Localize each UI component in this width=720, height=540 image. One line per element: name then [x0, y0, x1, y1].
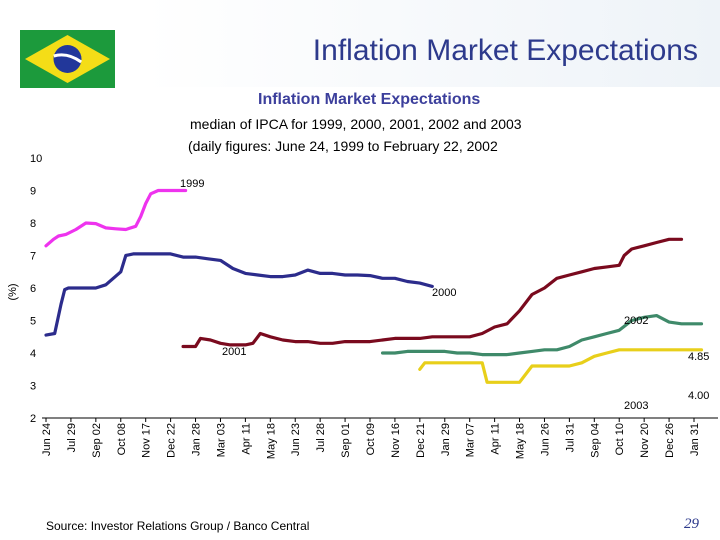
series-label-2002: 2002 — [624, 315, 648, 327]
slide-header: Inflation Market Expectations — [0, 0, 720, 88]
x-tick-label: Oct 09 — [365, 423, 377, 455]
chart-title: Inflation Market Expectations — [258, 91, 481, 108]
series-line-2002 — [380, 314, 704, 357]
series-label-1999: 1999 — [180, 178, 204, 190]
x-tick-label: Jun 23 — [290, 423, 302, 456]
end-value-2003: 4.00 — [688, 390, 709, 402]
brazil-flag-icon — [20, 30, 115, 88]
x-tick-label: Nov 17 — [141, 423, 153, 458]
x-tick-label: Oct 10 — [614, 423, 626, 455]
x-tick-label: Jun 24 — [41, 423, 53, 456]
x-tick-label: Jan 28 — [191, 423, 203, 456]
y-tick-label: 5 — [30, 316, 36, 328]
chart-subtitle-line-2: (daily figures: June 24, 1999 to Februar… — [188, 138, 498, 154]
x-tick-label: Jul 31 — [564, 423, 576, 452]
x-tick-label: Mar 03 — [215, 423, 227, 457]
end-value-2002: 4.85 — [688, 351, 709, 363]
series-line-2000 — [44, 252, 434, 337]
axes-layer: 2 3 4 5 6 7 8 9 10 (%) Jun 24 Jul 29 Sep 02 Oct 08 Nov… — [7, 153, 718, 459]
series-label-2003: 2003 — [624, 400, 648, 412]
x-tick-label: Jan 31 — [689, 423, 701, 456]
x-tick-label: Dec 22 — [166, 423, 178, 458]
series-label-2001: 2001 — [222, 346, 246, 358]
slide-title: Inflation Market Expectations — [312, 34, 698, 67]
x-tick-label: Nov 20 — [639, 423, 651, 458]
series-line-1999 — [44, 188, 188, 248]
series-layer — [44, 188, 704, 384]
source-note: Source: Investor Relations Group / Banco… — [46, 519, 310, 533]
series-line-2003 — [418, 348, 704, 384]
y-tick-label: 8 — [30, 218, 36, 230]
y-tick-label: 4 — [30, 348, 36, 360]
x-tick-label: Dec 21 — [415, 423, 427, 458]
x-tick-label: Sep 02 — [91, 423, 103, 458]
x-tick-label: Apr 11 — [240, 423, 252, 455]
series-line-2001 — [181, 237, 684, 349]
y-tick-label: 6 — [30, 283, 36, 295]
y-tick-label: 10 — [30, 153, 42, 165]
x-tick-label: Apr 11 — [490, 423, 502, 455]
y-tick-label: 2 — [30, 413, 36, 425]
x-tick-label: Jul 29 — [66, 423, 78, 452]
series-label-2000: 2000 — [432, 287, 456, 299]
x-tick-label: Jun 26 — [539, 423, 551, 456]
chart-subtitle-line-1: median of IPCA for 1999, 2000, 2001, 200… — [190, 116, 522, 132]
labels-layer: 1999 2000 2001 2002 2003 4.85 4.00 — [180, 178, 709, 412]
y-tick-label: 9 — [30, 186, 36, 198]
x-tick-label: Dec 26 — [664, 423, 676, 458]
y-axis-label: (%) — [7, 283, 19, 300]
x-tick-label: May 18 — [515, 423, 527, 459]
x-tick-label: Mar 07 — [465, 423, 477, 457]
x-tick-label: Nov 16 — [390, 423, 402, 458]
x-tick-label: May 18 — [265, 423, 277, 459]
header-band — [0, 0, 720, 87]
x-tick-label: Jul 28 — [315, 423, 327, 452]
x-tick-label: Jan 29 — [440, 423, 452, 456]
page-number: 29 — [684, 516, 699, 532]
x-tick-label: Oct 08 — [116, 423, 128, 455]
x-tick-label: Sep 04 — [589, 423, 601, 458]
x-tick-label: Sep 01 — [340, 423, 352, 458]
y-tick-label: 3 — [30, 381, 36, 393]
y-tick-label: 7 — [30, 251, 36, 263]
